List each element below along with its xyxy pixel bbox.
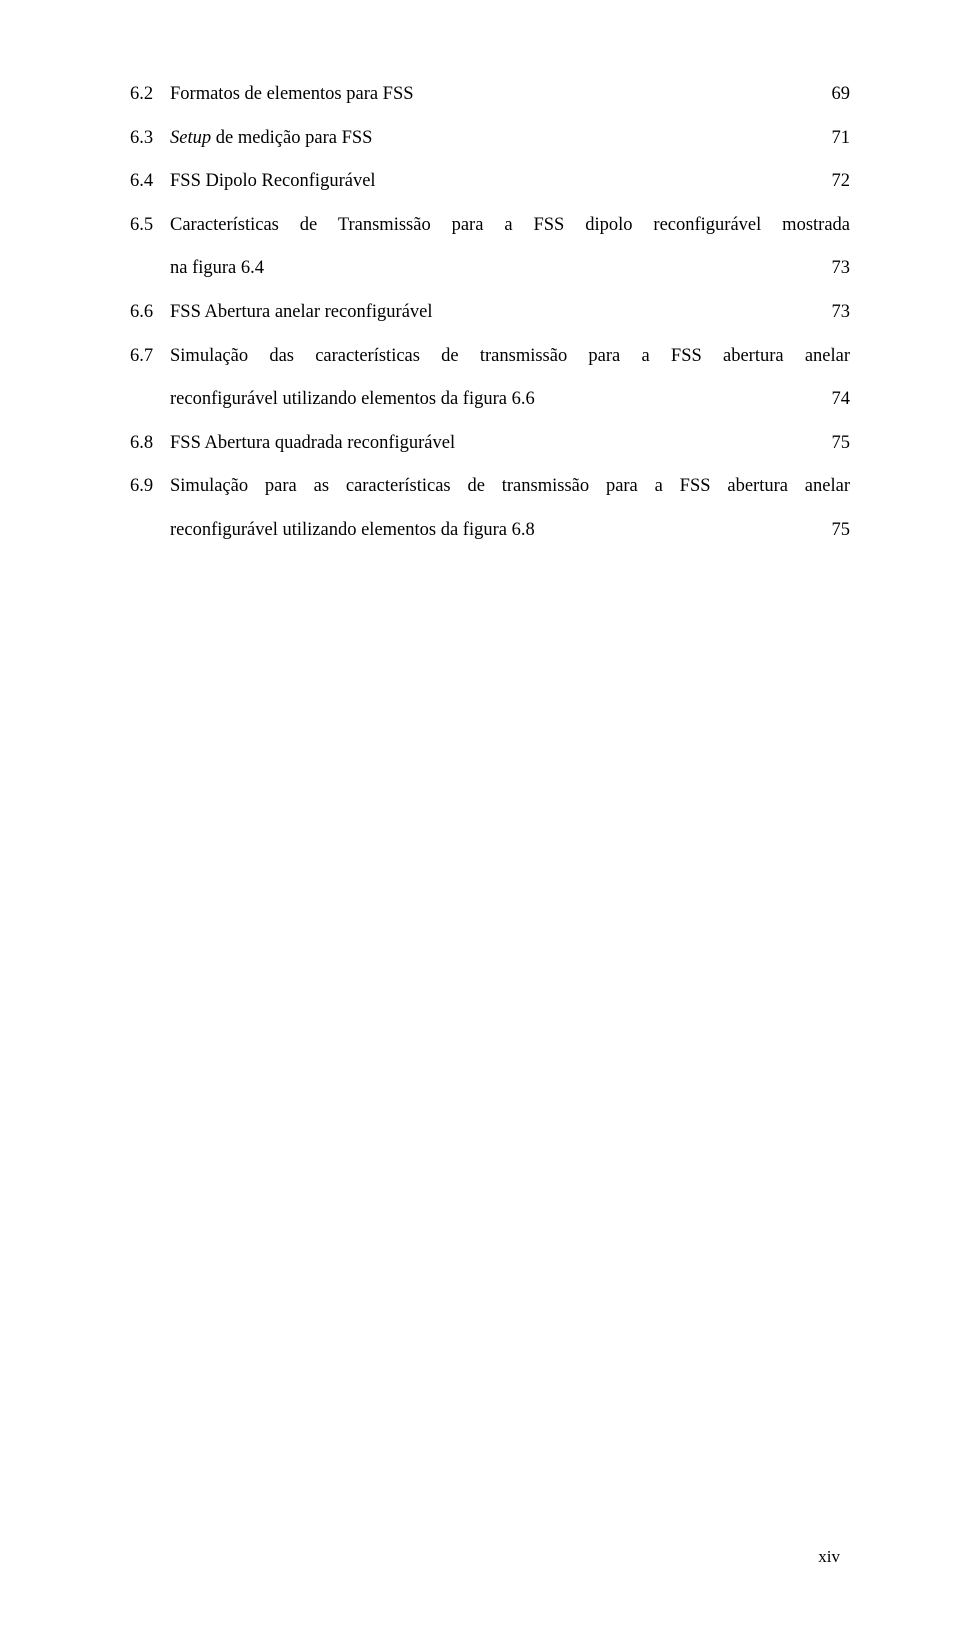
- toc-container: 6.2 Formatos de elementos para FSS 69 6.…: [130, 80, 850, 546]
- toc-entry: 6.2 Formatos de elementos para FSS 69: [130, 80, 850, 110]
- entry-text: Formatos de elementos para FSS: [170, 80, 800, 110]
- entry-text: FSS Abertura quadrada reconfigurável: [170, 429, 800, 459]
- entry-page: 72: [820, 167, 850, 197]
- toc-entry: 6.4 FSS Dipolo Reconfigurável 72: [130, 167, 850, 197]
- entry-text-line2: na figura 6.4: [170, 254, 800, 284]
- entry-number: 6.7: [130, 342, 170, 372]
- entry-number: 6.8: [130, 429, 170, 459]
- entry-text: FSS Dipolo Reconfigurável: [170, 167, 800, 197]
- toc-entry-multiline: 6.7 Simulação das características de tra…: [130, 342, 850, 415]
- entry-text-line1: Características de Transmissão para a FS…: [170, 211, 850, 241]
- entry-number: 6.3: [130, 124, 170, 154]
- entry-number: 6.4: [130, 167, 170, 197]
- italic-word: Setup: [170, 128, 211, 148]
- entry-page: 71: [820, 124, 850, 154]
- entry-text-line2: reconfigurável utilizando elementos da f…: [170, 516, 800, 546]
- entry-text-line1: Simulação para as características de tra…: [170, 472, 850, 502]
- toc-entry: 6.3 Setup de medição para FSS 71: [130, 124, 850, 154]
- toc-entry: 6.6 FSS Abertura anelar reconfigurável 7…: [130, 298, 850, 328]
- entry-text-line1: Simulação das características de transmi…: [170, 342, 850, 372]
- entry-number: 6.5: [130, 211, 170, 241]
- entry-text: FSS Abertura anelar reconfigurável: [170, 298, 800, 328]
- entry-text: Setup de medição para FSS: [170, 124, 800, 154]
- entry-number: 6.2: [130, 80, 170, 110]
- entry-text-rest: de medição para FSS: [211, 128, 372, 148]
- toc-entry-multiline: 6.9 Simulação para as características de…: [130, 472, 850, 545]
- entry-page: 73: [820, 298, 850, 328]
- entry-text-line2: reconfigurável utilizando elementos da f…: [170, 385, 800, 415]
- entry-number: 6.9: [130, 472, 170, 502]
- entry-page: 75: [820, 516, 850, 546]
- toc-entry: 6.8 FSS Abertura quadrada reconfigurável…: [130, 429, 850, 459]
- entry-number: 6.6: [130, 298, 170, 328]
- toc-entry-multiline: 6.5 Características de Transmissão para …: [130, 211, 850, 284]
- entry-page: 69: [820, 80, 850, 110]
- entry-page: 75: [820, 429, 850, 459]
- page-footer: xiv: [818, 1547, 840, 1567]
- entry-page: 73: [820, 254, 850, 284]
- entry-page: 74: [820, 385, 850, 415]
